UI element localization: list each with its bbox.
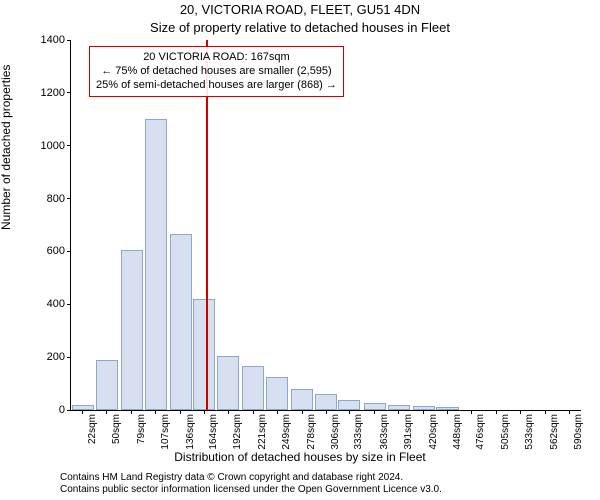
histogram-bar [193, 299, 215, 410]
xtick-label: 278sqm [306, 410, 317, 450]
histogram-bar [72, 405, 94, 410]
annotation-box: 20 VICTORIA ROAD: 167sqm← 75% of detache… [89, 46, 344, 97]
annotation-line: 25% of semi-detached houses are larger (… [96, 79, 337, 93]
histogram-bar [338, 400, 360, 410]
x-axis-label: Distribution of detached houses by size … [0, 450, 600, 464]
xtick-mark [82, 410, 83, 414]
xtick-label: 136sqm [185, 410, 196, 450]
xtick-label: 107sqm [160, 410, 171, 450]
chart-container: 20, VICTORIA ROAD, FLEET, GU51 4DN Size … [0, 0, 600, 500]
histogram-bar [413, 406, 435, 410]
xtick-mark [253, 410, 254, 414]
ytick-label: 1200 [41, 87, 71, 99]
xtick-mark [569, 410, 570, 414]
y-axis-label: Number of detached properties [0, 65, 13, 230]
xtick-label: 164sqm [208, 410, 219, 450]
ytick-label: 200 [47, 351, 71, 363]
histogram-bar [315, 394, 337, 410]
chart-title-sub: Size of property relative to detached ho… [0, 20, 600, 35]
xtick-label: 79sqm [136, 410, 147, 444]
xtick-mark [471, 410, 472, 414]
histogram-bar [364, 403, 386, 410]
xtick-mark [447, 410, 448, 414]
xtick-label: 562sqm [549, 410, 560, 450]
ytick-label: 800 [47, 193, 71, 205]
footer-line-1: Contains HM Land Registry data © Crown c… [60, 472, 442, 484]
xtick-mark [155, 410, 156, 414]
xtick-mark [423, 410, 424, 414]
chart-footer: Contains HM Land Registry data © Crown c… [60, 472, 442, 496]
xtick-label: 448sqm [452, 410, 463, 450]
histogram-bar [436, 407, 458, 410]
xtick-mark [228, 410, 229, 414]
xtick-label: 420sqm [428, 410, 439, 450]
xtick-mark [326, 410, 327, 414]
histogram-bar [266, 377, 288, 410]
xtick-label: 476sqm [475, 410, 486, 450]
xtick-mark [349, 410, 350, 414]
xtick-mark [277, 410, 278, 414]
xtick-label: 333sqm [353, 410, 364, 450]
xtick-mark [496, 410, 497, 414]
xtick-label: 391sqm [403, 410, 414, 450]
histogram-bar [388, 405, 410, 410]
histogram-bar [96, 360, 118, 410]
xtick-label: 221sqm [257, 410, 268, 450]
histogram-bar [291, 389, 313, 410]
xtick-mark [374, 410, 375, 414]
xtick-mark [204, 410, 205, 414]
xtick-label: 22sqm [87, 410, 98, 444]
histogram-bar [217, 356, 239, 410]
xtick-label: 249sqm [281, 410, 292, 450]
xtick-mark [545, 410, 546, 414]
xtick-mark [180, 410, 181, 414]
ytick-label: 1000 [41, 140, 71, 152]
annotation-line: ← 75% of detached houses are smaller (2,… [96, 65, 337, 79]
histogram-bar [170, 234, 192, 410]
xtick-mark [302, 410, 303, 414]
xtick-label: 192sqm [232, 410, 243, 450]
histogram-bar [121, 250, 143, 410]
xtick-mark [398, 410, 399, 414]
xtick-mark [520, 410, 521, 414]
xtick-mark [131, 410, 132, 414]
annotation-line: 20 VICTORIA ROAD: 167sqm [96, 51, 337, 65]
ytick-label: 1400 [41, 34, 71, 46]
chart-title-main: 20, VICTORIA ROAD, FLEET, GU51 4DN [0, 2, 600, 17]
xtick-mark [106, 410, 107, 414]
xtick-label: 590sqm [573, 410, 584, 450]
xtick-label: 505sqm [500, 410, 511, 450]
histogram-bar [242, 366, 264, 410]
ytick-label: 0 [59, 404, 71, 416]
ytick-label: 400 [47, 298, 71, 310]
ytick-label: 600 [47, 245, 71, 257]
xtick-label: 50sqm [111, 410, 122, 444]
xtick-label: 363sqm [379, 410, 390, 450]
plot-area: 020040060080010001200140022sqm50sqm79sqm… [70, 40, 581, 411]
xtick-label: 533sqm [524, 410, 535, 450]
xtick-label: 306sqm [330, 410, 341, 450]
histogram-bar [145, 119, 167, 410]
footer-line-2: Contains public sector information licen… [60, 484, 442, 496]
